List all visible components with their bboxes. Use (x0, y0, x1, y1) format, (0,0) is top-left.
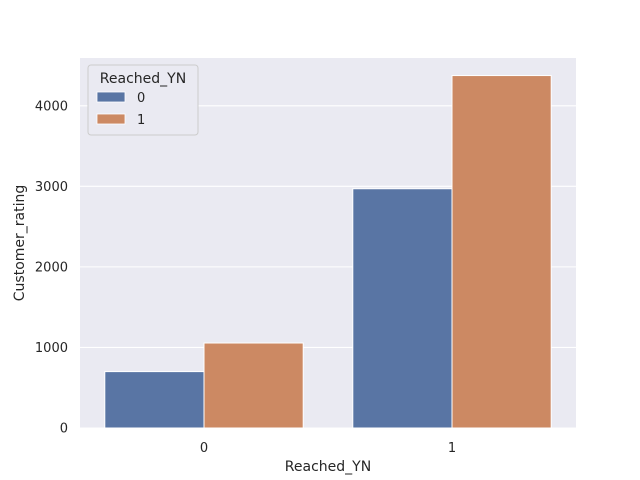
bar-1-series-1 (451, 75, 552, 429)
bar-0-series-1 (203, 342, 304, 429)
bar-1-series-0 (352, 188, 453, 429)
y-tick-label: 0 (60, 422, 68, 437)
y-tick-label: 1000 (35, 341, 68, 356)
y-axis-label: Customer_rating (12, 185, 28, 301)
legend-swatch (96, 91, 126, 103)
x-tick-label: 1 (448, 441, 456, 456)
y-tick-label: 4000 (35, 99, 68, 114)
y-tick-label: 2000 (35, 260, 68, 275)
y-tick-label: 3000 (35, 180, 68, 195)
x-tick-label: 0 (200, 441, 208, 456)
y-tick-labels: 0 1000 2000 3000 4000 (35, 99, 68, 436)
legend-entry-label: 1 (137, 113, 145, 128)
legend-entry-label: 0 (137, 91, 145, 106)
legend-swatch (96, 113, 126, 125)
bar-0-series-0 (104, 371, 205, 429)
bars (104, 75, 552, 429)
x-axis-label: Reached_YN (285, 459, 371, 475)
legend-title: Reached_YN (100, 71, 186, 87)
legend: Reached_YN 0 1 (87, 64, 199, 136)
